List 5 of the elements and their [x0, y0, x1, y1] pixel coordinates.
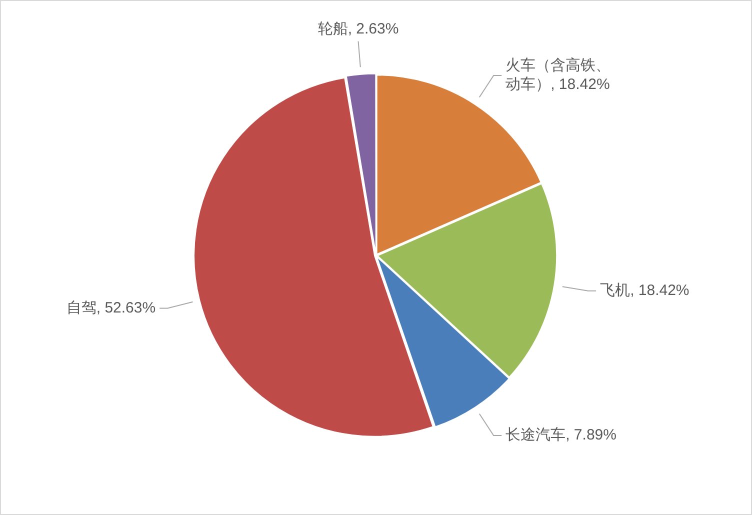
slice-label: 自驾, 52.63%: [66, 299, 156, 316]
slice-label: 长途汽车, 7.89%: [506, 426, 616, 444]
slice-label: 轮船, 2.63%: [318, 20, 399, 38]
slice-label: 飞机, 18.42%: [600, 282, 690, 300]
slice-label: 火车（含高铁、动车）, 18.42%: [506, 57, 611, 94]
